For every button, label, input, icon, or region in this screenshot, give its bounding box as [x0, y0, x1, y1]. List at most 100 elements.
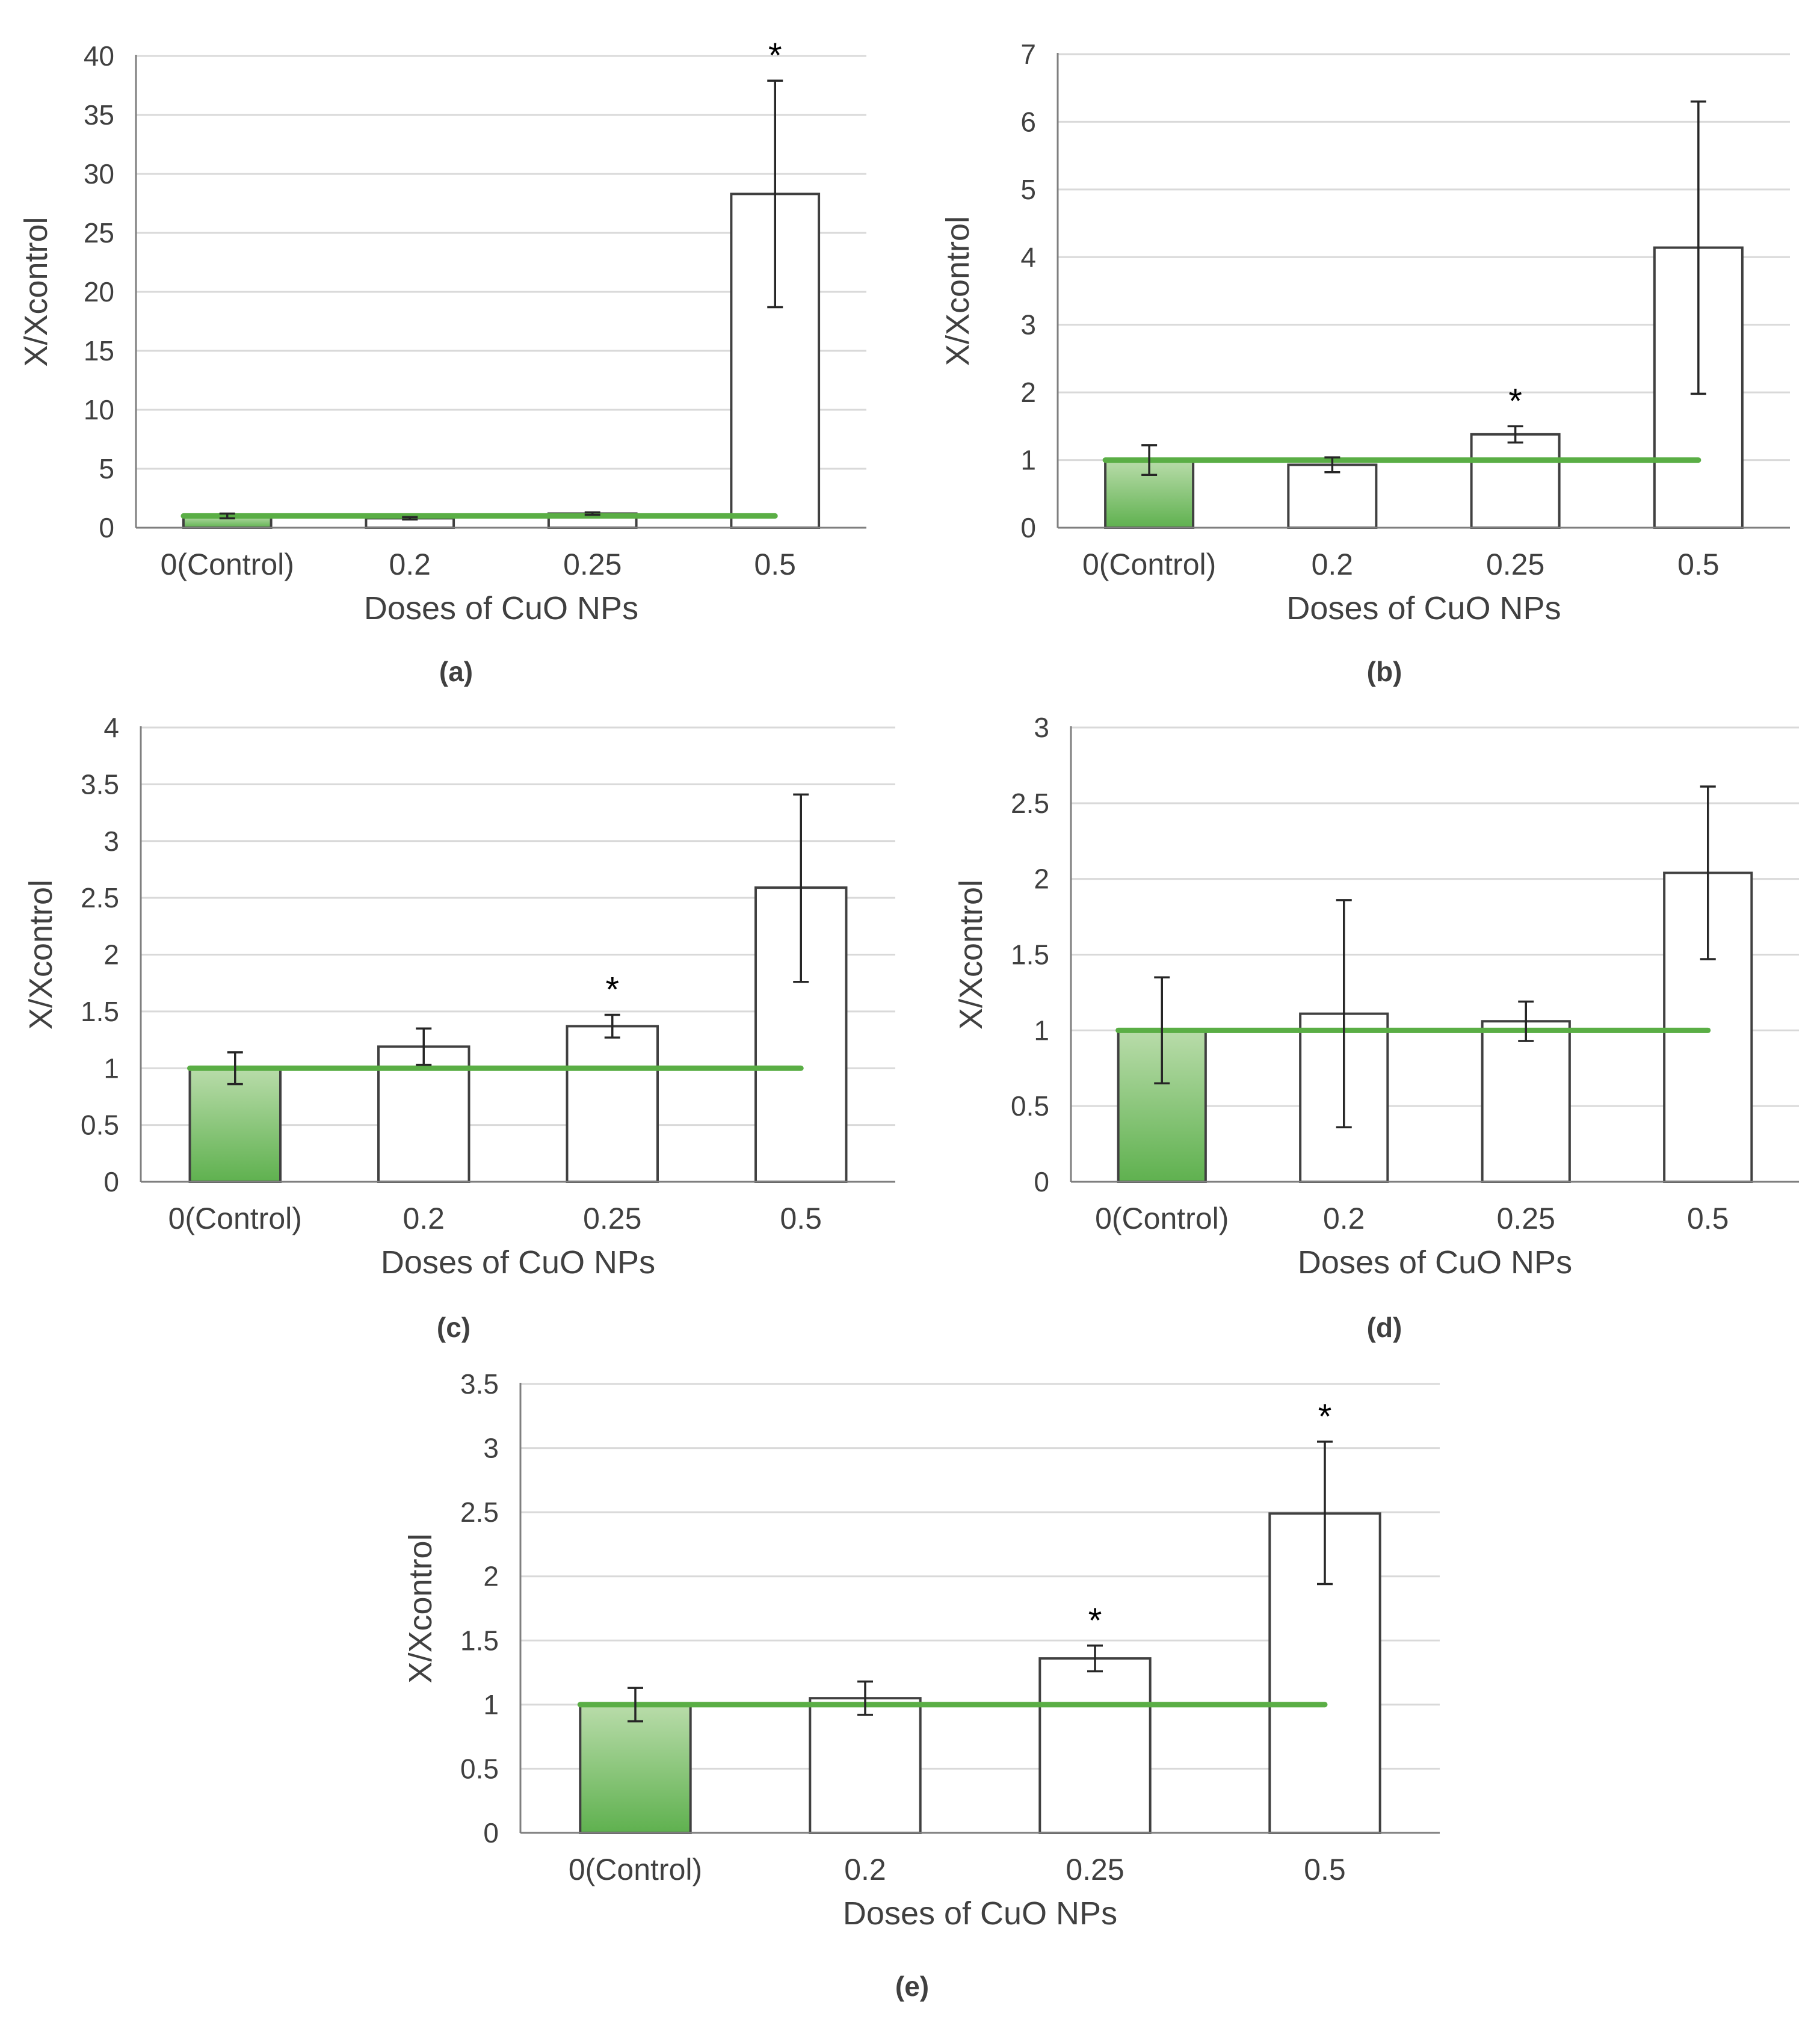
- y-tick-label: 5: [99, 453, 114, 484]
- y-tick-label: 5: [1020, 174, 1036, 205]
- x-axis-title: Doses of CuO NPs: [843, 1895, 1117, 1932]
- y-tick-label: 0.5: [1011, 1090, 1049, 1122]
- y-axis-title: X/Xcontrol: [23, 880, 59, 1030]
- y-tick-label: 0.5: [460, 1753, 499, 1784]
- y-tick-label: 10: [84, 394, 114, 425]
- y-tick-label: 2: [483, 1561, 499, 1592]
- y-tick-label: 4: [103, 712, 119, 743]
- significance-marker: *: [1088, 1601, 1102, 1640]
- x-tick-label: 0.25: [1486, 548, 1544, 581]
- error-bar: [793, 793, 809, 983]
- y-axis-title: X/Xcontrol: [953, 880, 989, 1030]
- y-tick-label: 1: [483, 1689, 499, 1720]
- x-tick-label: 0.2: [389, 548, 431, 581]
- y-tick-label: 0.5: [81, 1110, 119, 1141]
- x-tick-label: 0(Control): [168, 1202, 302, 1235]
- y-tick-label: 1: [1034, 1015, 1049, 1046]
- y-tick-label: 2.5: [81, 882, 119, 913]
- panel-caption: (e): [895, 1971, 929, 2002]
- x-tick-label: 0.5: [1304, 1853, 1346, 1886]
- error-bar: [1518, 1000, 1534, 1042]
- error-bar: [1324, 456, 1340, 474]
- significance-marker: *: [768, 36, 782, 75]
- y-tick-label: 7: [1020, 39, 1036, 70]
- y-tick-label: 20: [84, 276, 114, 307]
- error-bar: [584, 511, 600, 516]
- panel-caption: (a): [439, 656, 473, 687]
- error-bar: [416, 1027, 432, 1066]
- bar: [1470, 433, 1561, 529]
- y-tick-label: 0: [103, 1166, 119, 1197]
- chart-panel-c: 0 0.5 1 1.5 2 2.5 3 3.5 4 * 0(Control) 0.2 0.25 0.5 Do…: [23, 712, 895, 1343]
- y-axis-title: X/Xcontrol: [940, 216, 976, 366]
- bar-control: [188, 1067, 282, 1183]
- y-tick-label: 0: [1034, 1166, 1049, 1197]
- panel-caption: (b): [1367, 656, 1402, 687]
- chart-panel-b: 0 1 2 3 4 5 6 7 * 0(Control) 0.2 0.25 0.5 Doses of Cu…: [940, 39, 1790, 687]
- x-tick-label: 0(Control): [569, 1853, 702, 1886]
- error-bar: [1700, 785, 1716, 960]
- error-bar: [767, 79, 783, 309]
- x-tick-label: 0.25: [563, 548, 622, 581]
- x-axis-title: Doses of CuO NPs: [1298, 1244, 1572, 1280]
- x-tick-label: 0(Control): [161, 548, 294, 581]
- y-tick-label: 3: [1034, 712, 1049, 743]
- error-bar: [402, 516, 418, 521]
- y-tick-label: 35: [84, 99, 114, 131]
- y-tick-label: 0: [1020, 512, 1036, 543]
- error-bar: [219, 512, 235, 520]
- y-tick-label: 0: [99, 512, 114, 543]
- y-tick-label: 1: [103, 1052, 119, 1084]
- y-tick-label: 2.5: [1011, 788, 1049, 819]
- x-tick-label: 0.5: [1687, 1202, 1729, 1235]
- panel-caption: (d): [1367, 1312, 1402, 1343]
- x-tick-label: 0.25: [1066, 1853, 1124, 1886]
- y-tick-label: 4: [1020, 241, 1036, 273]
- chart-panel-a: 0 5 10 15 20 25 30 35 40 * 0(Control) 0.2 0.25 0.5 Dos…: [18, 36, 866, 687]
- x-axis-title: Doses of CuO NPs: [381, 1244, 655, 1280]
- panel-caption: (c): [437, 1312, 470, 1343]
- error-bar: [227, 1051, 243, 1086]
- x-tick-label: 0.5: [780, 1202, 822, 1235]
- y-tick-label: 3.5: [81, 768, 119, 800]
- y-tick-label: 15: [84, 335, 114, 366]
- chart-panel-e: 0 0.5 1 1.5 2 2.5 3 3.5 * * 0(Control) 0.2 0.25 0.5 Do…: [403, 1368, 1440, 2002]
- y-tick-label: 3.5: [460, 1368, 499, 1400]
- error-bar: [628, 1687, 643, 1723]
- bar: [1287, 463, 1378, 529]
- bar: [809, 1697, 922, 1834]
- x-tick-label: 0.2: [403, 1202, 445, 1235]
- error-bar: [1336, 899, 1352, 1129]
- y-axis-title: X/Xcontrol: [18, 217, 54, 366]
- y-tick-label: 3: [483, 1433, 499, 1464]
- y-tick-label: 30: [84, 158, 114, 190]
- error-bar: [1507, 425, 1523, 444]
- x-tick-label: 0.2: [1323, 1202, 1365, 1235]
- y-tick-label: 2: [103, 939, 119, 971]
- bar: [1481, 1020, 1571, 1183]
- significance-marker: *: [1318, 1397, 1332, 1436]
- error-bar: [1154, 976, 1170, 1085]
- error-bar: [1141, 444, 1158, 477]
- bar: [1038, 1657, 1152, 1835]
- x-tick-label: 0.5: [754, 548, 796, 581]
- x-tick-label: 0(Control): [1082, 548, 1216, 581]
- x-tick-label: 0.5: [1677, 548, 1720, 581]
- x-axis-title: Doses of CuO NPs: [1286, 590, 1561, 626]
- y-tick-label: 25: [84, 217, 114, 249]
- bar-control: [579, 1703, 692, 1835]
- x-axis-title: Doses of CuO NPs: [364, 590, 638, 626]
- y-tick-label: 1: [1020, 445, 1036, 476]
- x-tick-label: 0.2: [1312, 548, 1354, 581]
- y-axis-title: X/Xcontrol: [403, 1533, 439, 1683]
- significance-marker: *: [1508, 381, 1522, 421]
- x-tick-label: 0.25: [583, 1202, 641, 1235]
- x-tick-label: 0.2: [844, 1853, 886, 1886]
- bar: [566, 1025, 659, 1183]
- significance-marker: *: [605, 971, 619, 1010]
- y-tick-label: 2: [1034, 863, 1049, 895]
- error-bar: [1317, 1441, 1333, 1586]
- y-tick-label: 3: [1020, 309, 1036, 341]
